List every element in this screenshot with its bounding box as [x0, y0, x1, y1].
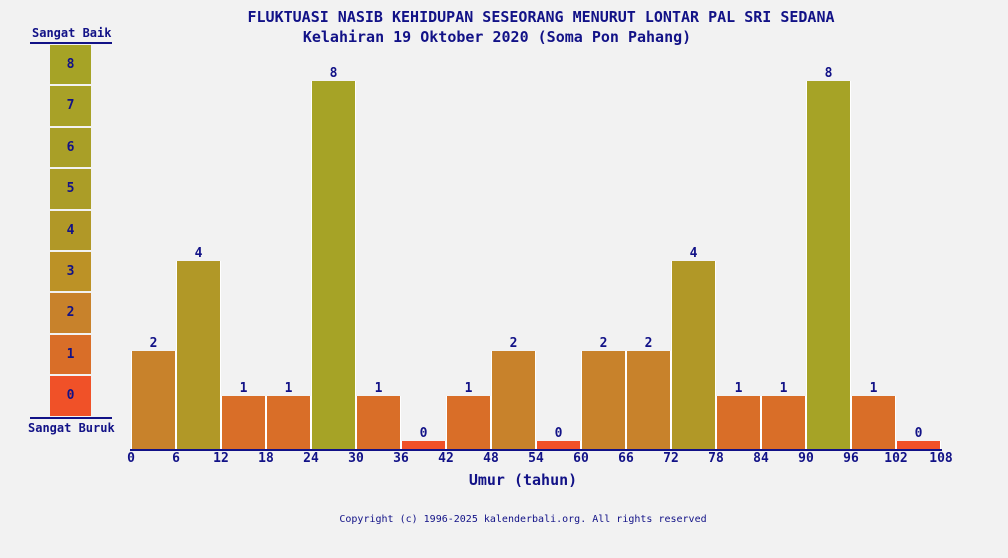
x-tick-label-66: 66 — [618, 451, 634, 466]
bar-age-12-18 — [221, 396, 266, 449]
bar-age-60-66 — [581, 351, 626, 449]
bar-age-54-60 — [536, 441, 581, 449]
bar-value-label: 8 — [824, 66, 833, 81]
legend-top-label: Sangat Baik — [32, 26, 112, 40]
x-tick-label-12: 12 — [213, 451, 229, 466]
bar-age-42-48 — [446, 396, 491, 449]
bar-age-30-36 — [356, 396, 401, 449]
x-tick-label-24: 24 — [303, 451, 319, 466]
x-tick-label-36: 36 — [393, 451, 409, 466]
bar-value-label: 1 — [239, 381, 248, 396]
bar-value-label: 0 — [914, 426, 923, 441]
x-tick-label-108: 108 — [929, 451, 953, 466]
bar-age-78-84 — [716, 396, 761, 449]
bar-value-label: 8 — [329, 66, 338, 81]
bar-value-label: 1 — [734, 381, 743, 396]
bar-value-label: 1 — [869, 381, 878, 396]
bar-value-label: 1 — [779, 381, 788, 396]
x-tick-label-0: 0 — [127, 451, 135, 466]
copyright: Copyright (c) 1996-2025 kalenderbali.org… — [339, 514, 707, 525]
bar-age-84-90 — [761, 396, 806, 449]
legend-block-7: 7 — [50, 86, 91, 126]
page-title: FLUKTUASI NASIB KEHIDUPAN SESEORANG MENU… — [247, 8, 835, 26]
bar-value-label: 1 — [284, 381, 293, 396]
legend-block-1: 1 — [50, 334, 91, 375]
x-tick-label-30: 30 — [348, 451, 364, 466]
x-tick-label-6: 6 — [172, 451, 180, 466]
x-tick-label-18: 18 — [258, 451, 274, 466]
bar-value-label: 4 — [689, 246, 698, 261]
legend-top-rule — [30, 42, 112, 44]
x-axis-line — [130, 449, 942, 451]
bar-age-36-42 — [401, 441, 446, 449]
bar-age-0-6 — [131, 351, 176, 449]
page-subtitle: Kelahiran 19 Oktober 2020 (Soma Pon Paha… — [302, 28, 692, 46]
bar-age-96-102 — [851, 396, 896, 449]
x-tick-label-72: 72 — [663, 451, 679, 466]
x-tick-label-48: 48 — [483, 451, 499, 466]
legend-block-0: 0 — [50, 376, 91, 416]
x-tick-label-90: 90 — [798, 451, 814, 466]
bar-value-label: 4 — [194, 246, 203, 261]
bar-age-24-30 — [311, 81, 356, 449]
bar-value-label: 2 — [509, 336, 518, 351]
bar-value-label: 0 — [419, 426, 428, 441]
bar-age-48-54 — [491, 351, 536, 449]
legend-bottom-rule — [30, 417, 112, 419]
legend-block-4: 4 — [50, 210, 91, 250]
legend-block-5: 5 — [50, 169, 91, 209]
x-tick-label-96: 96 — [843, 451, 859, 466]
bar-age-6-12 — [176, 261, 221, 449]
x-tick-label-78: 78 — [708, 451, 724, 466]
bar-value-label: 2 — [599, 336, 608, 351]
bar-value-label: 1 — [374, 381, 383, 396]
legend-block-3: 3 — [50, 251, 91, 292]
bar-age-66-72 — [626, 351, 671, 449]
legend-block-2: 2 — [50, 293, 91, 333]
x-axis-title: Umur (tahun) — [468, 471, 578, 489]
x-tick-label-102: 102 — [884, 451, 908, 466]
legend-block-8: 8 — [50, 45, 91, 85]
x-tick-label-84: 84 — [753, 451, 769, 466]
bar-age-102-108 — [896, 441, 941, 449]
legend-block-6: 6 — [50, 127, 91, 168]
x-tick-label-54: 54 — [528, 451, 544, 466]
x-tick-label-60: 60 — [573, 451, 589, 466]
bar-value-label: 2 — [644, 336, 653, 351]
bar-value-label: 0 — [554, 426, 563, 441]
x-tick-label-42: 42 — [438, 451, 454, 466]
bar-age-18-24 — [266, 396, 311, 449]
bar-value-label: 2 — [149, 336, 158, 351]
legend-bottom-label: Sangat Buruk — [28, 421, 115, 435]
bar-age-90-96 — [806, 81, 851, 449]
bar-value-label: 1 — [464, 381, 473, 396]
bar-age-72-78 — [671, 261, 716, 449]
